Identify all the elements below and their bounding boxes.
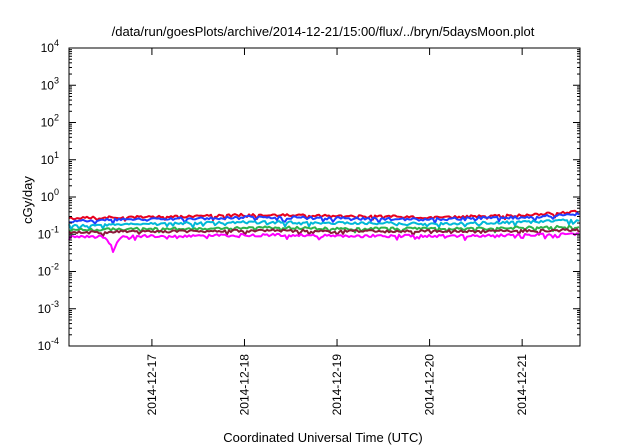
ticks-layer: 10-4 10-3 10-2 10-1 100 101 102 103 104 2014-12-1… — [38, 38, 580, 415]
x-tick-label: 2014-12-17 — [145, 354, 159, 416]
y-tick-label: 10-4 — [38, 336, 59, 353]
x-axis-label: Coordinated Universal Time (UTC) — [223, 430, 422, 445]
chart-title: /data/run/goesPlots/archive/2014-12-21/1… — [112, 24, 535, 39]
series-line-2 — [68, 212, 580, 225]
y-tick-label: 101 — [41, 150, 59, 167]
y-tick-label: 10-2 — [38, 262, 59, 279]
y-tick-label: 10-1 — [38, 224, 59, 241]
x-tick-label: 2014-12-21 — [515, 354, 529, 416]
x-tick-label: 2014-12-19 — [330, 354, 344, 416]
series-line-6 — [68, 232, 580, 253]
x-tick-label: 2014-12-18 — [237, 354, 251, 416]
y-tick-label: 102 — [41, 113, 59, 130]
x-tick-label: 2014-12-20 — [423, 354, 437, 416]
plot-frame — [68, 47, 581, 347]
y-tick-label: 100 — [41, 187, 59, 204]
y-axis-label: cGy/day — [20, 176, 35, 224]
series-line-3 — [68, 218, 580, 230]
series-layer — [68, 209, 580, 253]
y-tick-label: 104 — [41, 38, 59, 55]
y-tick-label: 10-3 — [38, 299, 59, 316]
series-line-5 — [68, 228, 580, 237]
series-line-1 — [68, 209, 580, 222]
y-tick-label: 103 — [41, 75, 59, 92]
